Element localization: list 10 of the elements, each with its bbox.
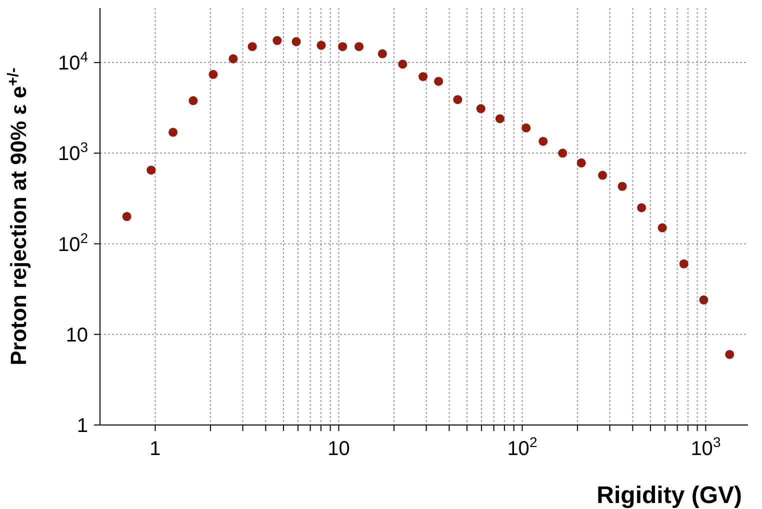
x-tick-label: 10$^{3}$ bbox=[690, 434, 721, 460]
y-tick-label: 10$^{3}$ bbox=[58, 139, 88, 166]
x-tick-label: 1 bbox=[150, 438, 161, 460]
x-tick-label: 10$^{2}$ bbox=[507, 434, 538, 460]
x-axis-title: Rigidity (GV) bbox=[596, 482, 742, 509]
y-tick-label: 10$^{2}$ bbox=[58, 230, 88, 256]
y-tick-label: 10$^{4}$ bbox=[58, 48, 88, 75]
y-tick-label: 10 bbox=[66, 324, 88, 346]
y-tick-label: 1 bbox=[76, 415, 88, 437]
x-tick-label: 10 bbox=[328, 438, 350, 460]
